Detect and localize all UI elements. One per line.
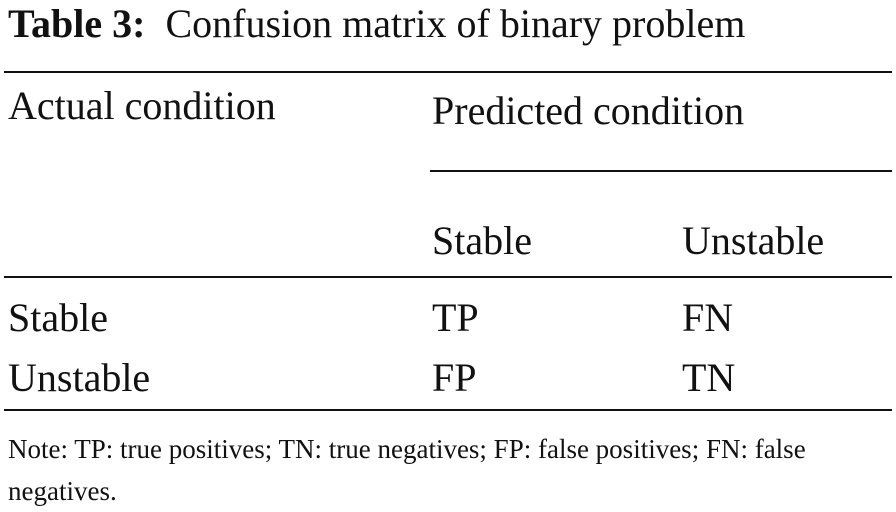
table-caption: Table 3: Confusion matrix of binary prob… — [8, 2, 745, 46]
caption-label: Table 3: — [8, 1, 146, 46]
mid-rule — [430, 170, 892, 172]
table-cell: FN — [682, 295, 734, 340]
caption-text: Confusion matrix of binary problem — [165, 1, 746, 46]
subheader-cell: Unstable — [682, 218, 825, 263]
header-cell: Actual condition — [8, 83, 276, 128]
bottom-rule — [4, 409, 892, 411]
top-rule — [4, 71, 892, 73]
table-cell: TP — [432, 295, 479, 340]
row-label: Stable — [8, 295, 108, 340]
table-cell: FP — [432, 355, 477, 400]
row-label: Unstable — [8, 355, 151, 400]
table-cell: TN — [682, 355, 736, 400]
header-rule — [4, 276, 892, 278]
header-cell: Predicted condition — [432, 88, 745, 133]
table-note: Note: TP: true positives; TN: true negat… — [8, 434, 806, 506]
subheader-cell: Stable — [432, 218, 532, 263]
